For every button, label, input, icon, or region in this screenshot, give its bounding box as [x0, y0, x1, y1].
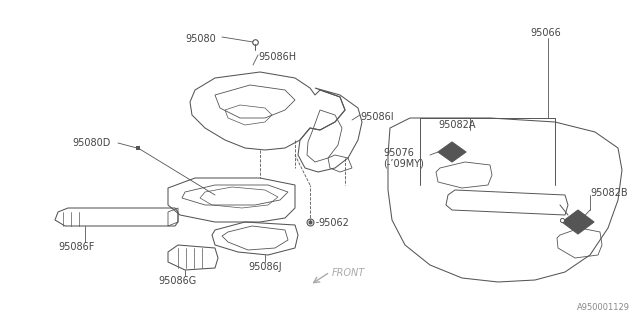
Text: FRONT: FRONT	[332, 268, 365, 278]
Text: A950001129: A950001129	[577, 303, 630, 312]
Text: 95080: 95080	[185, 34, 216, 44]
Text: 95082A: 95082A	[438, 120, 476, 130]
Text: 95086J: 95086J	[248, 262, 282, 272]
Text: 95062: 95062	[318, 218, 349, 228]
Text: 95086H: 95086H	[258, 52, 296, 62]
Text: 95076: 95076	[383, 148, 414, 158]
Text: 95066: 95066	[530, 28, 561, 38]
Text: 95086G: 95086G	[158, 276, 196, 286]
Text: 95086I: 95086I	[360, 112, 394, 122]
Text: 95082B: 95082B	[590, 188, 628, 198]
Text: (-’09MY): (-’09MY)	[383, 158, 424, 168]
Text: 95086F: 95086F	[58, 242, 94, 252]
Polygon shape	[562, 210, 594, 234]
Text: 95080D: 95080D	[72, 138, 110, 148]
Polygon shape	[438, 142, 466, 162]
